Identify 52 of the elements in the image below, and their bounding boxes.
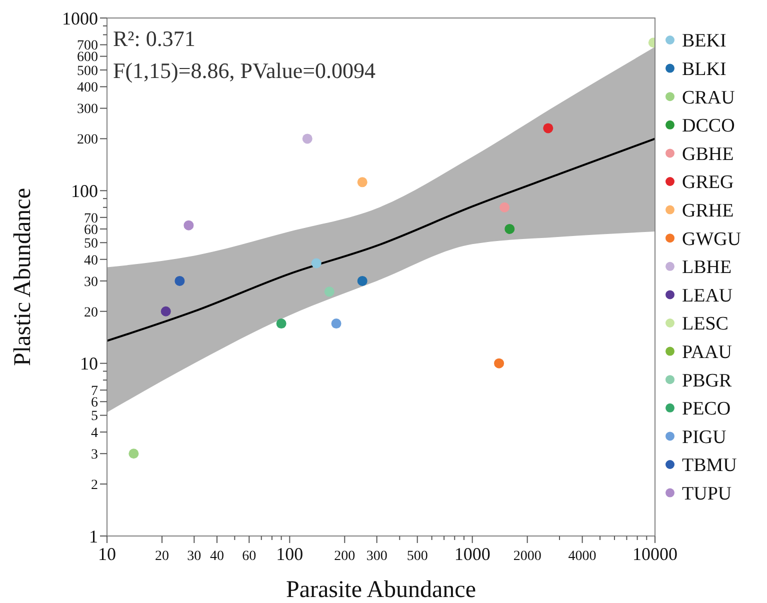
- y-tick-label: 200: [77, 132, 98, 148]
- y-tick-label: 5: [91, 409, 98, 424]
- y-tick-label: 50: [84, 236, 98, 252]
- y-tick-label: 3: [91, 448, 98, 463]
- y-tick-label: 6: [91, 396, 98, 411]
- y-tick-label: 400: [77, 80, 98, 96]
- legend-label: BLKI: [682, 58, 726, 80]
- y-tick-label: 1000: [62, 8, 98, 28]
- x-tick-label: 1000: [454, 544, 490, 564]
- x-tick-label: 300: [366, 549, 388, 564]
- legend-label: LEAU: [682, 285, 733, 306]
- y-tick-label: 600: [77, 50, 98, 66]
- legend-label: LBHE: [682, 257, 732, 278]
- y-tick-label: 10: [80, 354, 98, 374]
- y-tick-label: 40: [84, 253, 98, 268]
- x-tick-label: 10000: [632, 544, 678, 564]
- legend-label: PIGU: [682, 426, 727, 448]
- legend-label: TUPU: [682, 483, 732, 504]
- x-tick-label: 500: [406, 549, 428, 564]
- legend-label: GRHE: [682, 200, 734, 222]
- x-tick-label: 60: [242, 549, 256, 564]
- annotation: R²: 0.371: [113, 26, 196, 51]
- legend-label: TBMU: [682, 455, 738, 476]
- legend-label: LESC: [682, 314, 728, 335]
- y-tick-label: 4: [91, 426, 98, 441]
- x-tick-label: 30: [187, 549, 202, 564]
- x-tick-label: 20: [154, 549, 169, 564]
- legend-label: GBHE: [682, 144, 734, 165]
- legend-label: CRAU: [682, 87, 736, 108]
- x-tick-label: 4000: [568, 549, 596, 564]
- y-tick-label: 30: [84, 274, 98, 290]
- legend-label: PAAU: [682, 342, 732, 363]
- y-tick-label: 20: [84, 305, 98, 320]
- legend-label: DCCO: [682, 116, 735, 137]
- y-tick-label: 300: [77, 102, 98, 118]
- legend-label: PECO: [682, 398, 731, 420]
- y-axis-title: Plastic Abundance: [10, 188, 36, 366]
- y-tick-label: 1: [89, 526, 98, 546]
- y-tick-label: 60: [84, 222, 98, 238]
- x-axis-title: Parasite Abundance: [286, 577, 476, 603]
- annotation: F(1,15)=8.86, PValue=0.0094: [113, 58, 376, 83]
- x-tick-label: 200: [334, 549, 356, 564]
- y-tick-label: 2: [91, 478, 98, 493]
- legend-label: BEKI: [682, 30, 726, 52]
- legend-label: PBGR: [682, 370, 732, 392]
- y-tick-label: 100: [71, 180, 98, 201]
- x-tick-label: 2000: [513, 549, 542, 564]
- legend-label: GREG: [682, 172, 734, 194]
- y-tick-label: 500: [77, 64, 98, 79]
- legend-label: GWGU: [682, 228, 742, 250]
- x-tick-label: 100: [276, 544, 304, 564]
- x-tick-label: 40: [210, 549, 224, 564]
